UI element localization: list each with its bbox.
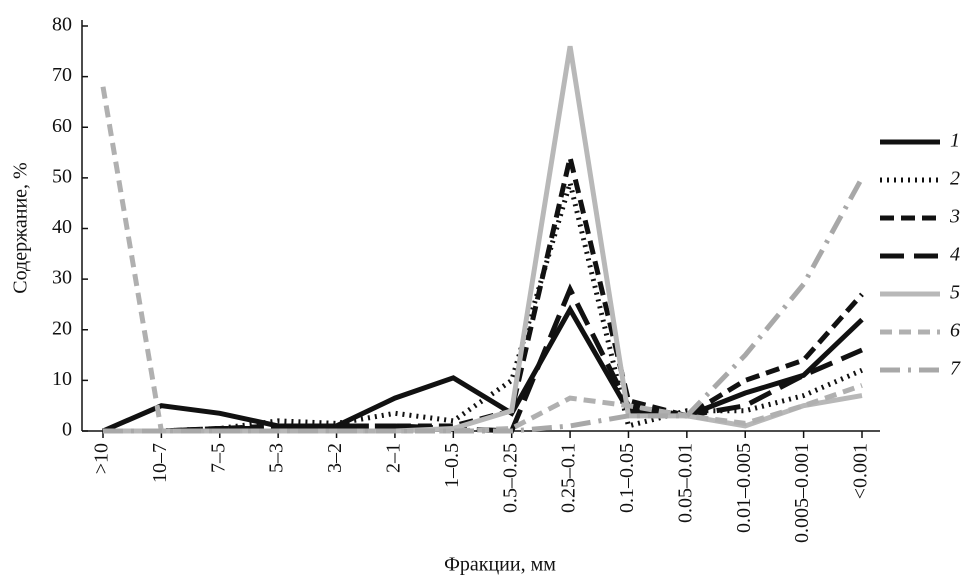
series-line	[103, 283, 863, 434]
x-tick-label: 3–2	[324, 443, 346, 473]
legend-label: 2	[950, 168, 960, 190]
y-tick-label: 70	[52, 64, 72, 86]
series-line	[103, 176, 865, 434]
x-tick-label: 5–3	[266, 443, 288, 473]
x-tick-label: 0.25–0.1	[558, 443, 580, 513]
x-tick-label: 0.005–0.001	[791, 443, 813, 543]
x-tick-label: 0.5–0.25	[499, 443, 521, 513]
legend-label: 3	[949, 206, 960, 228]
x-tick-label: 0.05–0.01	[674, 443, 696, 523]
legend-label: 5	[950, 282, 960, 304]
legend-label: 6	[950, 320, 960, 342]
x-tick-label: 2–1	[383, 443, 405, 473]
x-tick-label: <0.001	[850, 443, 872, 499]
x-tick-label: 10–7	[149, 443, 171, 483]
y-tick-label: 30	[52, 267, 72, 289]
legend-label: 7	[950, 358, 961, 380]
y-tick-label: 40	[52, 216, 72, 238]
x-tick-label: >10	[91, 443, 113, 474]
x-tick-label: 0.01–0.005	[733, 443, 755, 533]
legend-label: 1	[950, 130, 960, 152]
y-tick-label: 80	[52, 14, 72, 36]
legend-label: 4	[950, 244, 960, 266]
x-tick-label: 1–0.5	[441, 443, 463, 488]
x-axis-label: Фракции, мм	[444, 554, 556, 576]
y-tick-label: 20	[52, 317, 72, 339]
x-tick-label: 7–5	[207, 443, 229, 473]
y-tick-label: 10	[52, 368, 72, 390]
x-tick-label: 0.1–0.05	[616, 443, 638, 513]
series-line	[103, 45, 863, 434]
series-line	[102, 304, 864, 434]
y-tick-label: 60	[52, 115, 72, 137]
y-axis-label: Содержание, %	[10, 162, 32, 293]
y-tick-label: 0	[62, 419, 72, 441]
y-tick-label: 50	[52, 165, 72, 187]
